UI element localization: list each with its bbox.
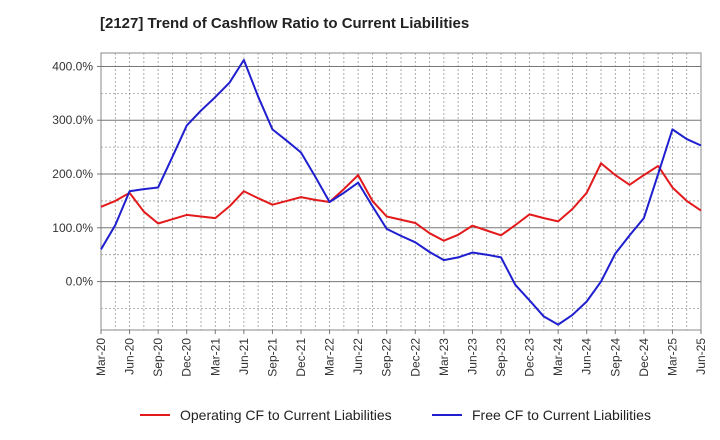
x-tick-label: Dec-22 (408, 338, 422, 377)
x-tick-label: Mar-20 (94, 338, 108, 376)
x-tick-label: Jun-20 (123, 338, 137, 375)
x-tick-label: Jun-22 (351, 338, 365, 375)
legend-label-free-cf: Free CF to Current Liabilities (472, 407, 651, 423)
x-tick-label: Mar-21 (208, 338, 222, 376)
y-tick-label: 300.0% (52, 113, 93, 127)
x-tick-label: Sep-24 (608, 338, 622, 377)
y-tick-label: 200.0% (52, 167, 93, 181)
x-tick-label: Mar-23 (437, 338, 451, 376)
legend-swatch-operating-cf (140, 414, 170, 416)
x-tick-label: Mar-25 (665, 338, 679, 376)
y-tick-label: 400.0% (52, 59, 93, 73)
x-tick-label: Sep-20 (151, 338, 165, 377)
legend-swatch-free-cf (432, 414, 462, 416)
chart-title: [2127] Trend of Cashflow Ratio to Curren… (100, 15, 470, 32)
x-tick-label: Dec-21 (294, 338, 308, 377)
series-line-free-cf (100, 58, 702, 326)
x-tick-label: Jun-24 (580, 338, 594, 375)
y-tick-label: 100.0% (52, 221, 93, 235)
x-tick-label: Jun-21 (237, 338, 251, 375)
legend-item-operating-cf: Operating CF to Current Liabilities (140, 404, 392, 426)
x-tick-label: Jun-23 (465, 338, 479, 375)
x-tick-label: Sep-21 (265, 338, 279, 377)
x-tick-label: Dec-20 (180, 338, 194, 377)
x-tick-label: Dec-24 (637, 338, 651, 377)
x-tick-label: Sep-23 (494, 338, 508, 377)
x-tick-label: Sep-22 (380, 338, 394, 377)
series-line-operating-cf (100, 162, 702, 242)
x-tick-label: Jun-25 (694, 338, 708, 375)
x-tick-label: Dec-23 (523, 338, 537, 377)
legend: Operating CF to Current Liabilities Free… (0, 404, 720, 426)
x-tick-label: Mar-24 (551, 338, 565, 376)
legend-label-operating-cf: Operating CF to Current Liabilities (180, 407, 392, 423)
legend-item-free-cf: Free CF to Current Liabilities (432, 404, 651, 426)
x-tick-label: Mar-22 (323, 338, 337, 376)
y-tick-label: 0.0% (66, 275, 94, 289)
